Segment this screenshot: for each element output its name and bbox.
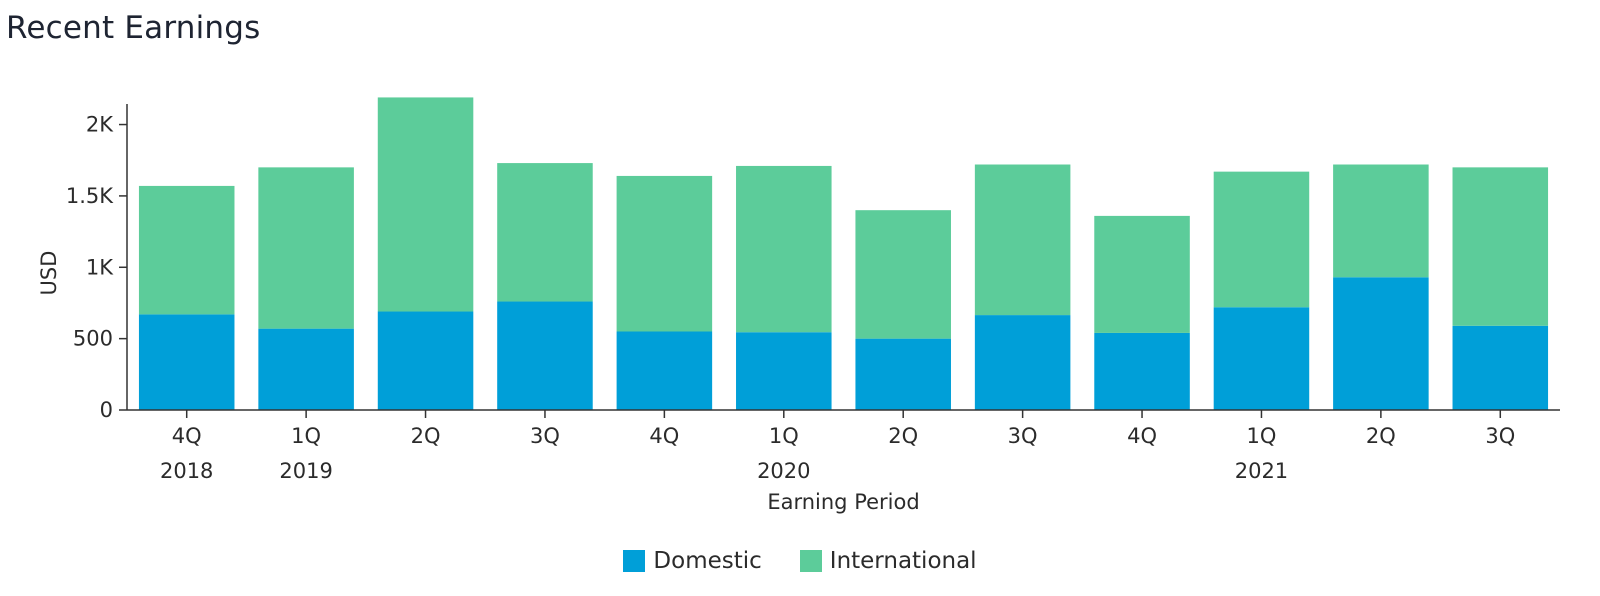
y-axis-ticks: 0 500 1K 1.5K 2K	[66, 113, 127, 422]
x-year-label-5: 2020	[757, 459, 810, 483]
y-tick-label-4: 2K	[86, 113, 114, 137]
bar-international-1[interactable]	[258, 167, 354, 329]
bar-international-0[interactable]	[138, 185, 235, 315]
legend-swatch-international	[799, 550, 822, 572]
bar-international-4[interactable]	[616, 175, 713, 332]
x-tick-label-5: 1Q	[769, 424, 799, 448]
y-tick-label-2: 1K	[86, 255, 114, 279]
legend-item-international[interactable]: International	[799, 548, 977, 574]
bar-international-8[interactable]	[1094, 215, 1190, 333]
x-tick-label-2: 2Q	[411, 424, 441, 448]
x-tick-label-1: 1Q	[291, 424, 321, 448]
bar-domestic-7[interactable]	[974, 315, 1071, 410]
chart-title: Recent Earnings	[6, 10, 261, 46]
x-tick-label-0: 4Q	[172, 424, 202, 448]
x-tick-label-10: 2Q	[1366, 424, 1396, 448]
x-year-label-1: 2019	[279, 459, 332, 483]
x-tick-label-3: 3Q	[530, 424, 560, 448]
x-tick-label-8: 4Q	[1127, 424, 1157, 448]
x-tick-label-6: 2Q	[888, 424, 918, 448]
legend-swatch-domestic	[623, 550, 646, 572]
bar-domestic-3[interactable]	[497, 301, 593, 410]
legend-label-international: International	[829, 548, 977, 574]
bar-domestic-2[interactable]	[377, 311, 474, 410]
x-tick-label-9: 1Q	[1247, 424, 1277, 448]
bar-domestic-4[interactable]	[616, 331, 713, 411]
bar-domestic-10[interactable]	[1333, 277, 1429, 410]
bars-group	[138, 97, 1549, 411]
bar-international-5[interactable]	[736, 165, 832, 333]
bar-international-9[interactable]	[1213, 171, 1310, 308]
legend: Domestic International	[0, 548, 1600, 574]
bar-domestic-0[interactable]	[138, 314, 235, 410]
bar-domestic-8[interactable]	[1094, 332, 1190, 410]
legend-label-domestic: Domestic	[653, 548, 762, 574]
x-year-label-0: 2018	[160, 459, 213, 483]
y-tick-label-3: 1.5K	[66, 184, 114, 208]
x-tick-label-11: 3Q	[1485, 424, 1515, 448]
bar-international-11[interactable]	[1452, 167, 1549, 326]
bar-domestic-11[interactable]	[1452, 325, 1549, 410]
bar-international-6[interactable]	[855, 210, 951, 339]
x-axis-ticks: 4Q 2018 1Q 2019 2Q 3Q 4Q 1Q 2020 2Q 3Q 4Q 1Q 2021 2Q 3Q	[160, 410, 1515, 483]
y-axis-title: USD	[37, 251, 61, 296]
bar-domestic-6[interactable]	[855, 338, 951, 410]
bar-domestic-1[interactable]	[258, 328, 354, 410]
bar-international-7[interactable]	[974, 164, 1071, 316]
bar-domestic-5[interactable]	[736, 332, 832, 410]
bar-international-10[interactable]	[1333, 164, 1429, 278]
y-tick-label-0: 0	[100, 398, 113, 422]
legend-item-domestic[interactable]: Domestic	[623, 548, 762, 574]
bar-international-3[interactable]	[497, 163, 593, 302]
bar-domestic-9[interactable]	[1213, 307, 1310, 410]
x-tick-label-4: 4Q	[649, 424, 679, 448]
y-tick-label-1: 500	[73, 327, 113, 351]
x-year-label-9: 2021	[1235, 459, 1288, 483]
x-tick-label-7: 3Q	[1008, 424, 1038, 448]
bar-international-2[interactable]	[377, 97, 474, 312]
x-axis-title: Earning Period	[767, 490, 919, 514]
